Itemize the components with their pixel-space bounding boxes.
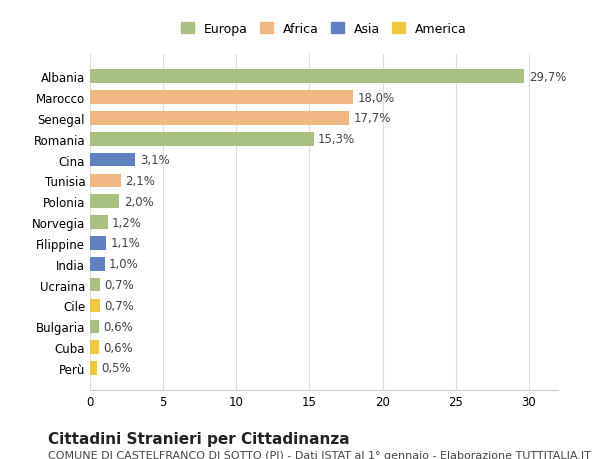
- Text: 2,1%: 2,1%: [125, 174, 155, 188]
- Bar: [90, 112, 349, 125]
- Text: 3,1%: 3,1%: [140, 154, 169, 167]
- Text: 17,7%: 17,7%: [353, 112, 391, 125]
- Bar: [90, 153, 136, 167]
- Text: 0,6%: 0,6%: [103, 320, 133, 333]
- Text: 0,7%: 0,7%: [104, 299, 134, 312]
- Text: 1,2%: 1,2%: [112, 216, 142, 229]
- Bar: [90, 133, 314, 146]
- Text: 2,0%: 2,0%: [124, 196, 154, 208]
- Bar: [90, 195, 119, 208]
- Text: 18,0%: 18,0%: [358, 91, 395, 104]
- Bar: [90, 341, 99, 354]
- Bar: [90, 320, 99, 333]
- Bar: [90, 257, 104, 271]
- Text: 0,5%: 0,5%: [102, 362, 131, 375]
- Legend: Europa, Africa, Asia, America: Europa, Africa, Asia, America: [176, 18, 472, 41]
- Text: 0,7%: 0,7%: [104, 279, 134, 291]
- Bar: [90, 299, 100, 313]
- Bar: [90, 237, 106, 250]
- Text: 0,6%: 0,6%: [103, 341, 133, 354]
- Bar: [90, 361, 97, 375]
- Text: 29,7%: 29,7%: [529, 71, 566, 84]
- Text: 1,1%: 1,1%: [110, 237, 140, 250]
- Text: 1,0%: 1,0%: [109, 257, 139, 271]
- Text: 15,3%: 15,3%: [318, 133, 355, 146]
- Text: COMUNE DI CASTELFRANCO DI SOTTO (PI) - Dati ISTAT al 1° gennaio - Elaborazione T: COMUNE DI CASTELFRANCO DI SOTTO (PI) - D…: [48, 450, 591, 459]
- Bar: [90, 91, 353, 105]
- Bar: [90, 278, 100, 292]
- Text: Cittadini Stranieri per Cittadinanza: Cittadini Stranieri per Cittadinanza: [48, 431, 350, 447]
- Bar: [90, 216, 107, 230]
- Bar: [90, 174, 121, 188]
- Bar: [90, 70, 524, 84]
